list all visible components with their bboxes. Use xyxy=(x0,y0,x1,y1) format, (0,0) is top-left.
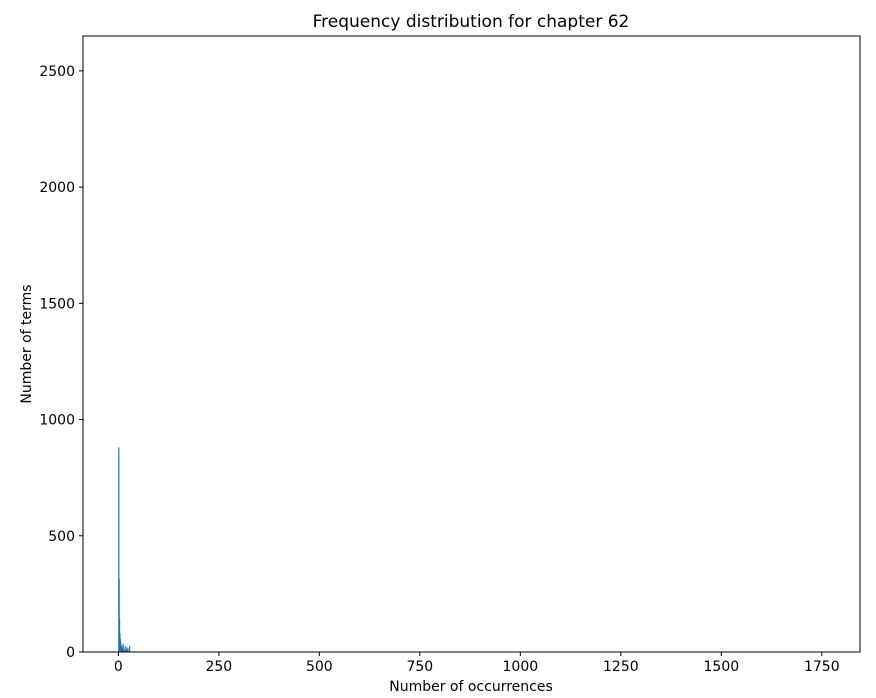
plot-frame xyxy=(82,35,861,653)
bar xyxy=(118,578,120,652)
bar xyxy=(127,648,129,652)
x-tick-label: 500 xyxy=(306,659,333,675)
x-tick-label: 0 xyxy=(114,659,123,675)
x-tick-label: 1000 xyxy=(503,659,539,675)
bar xyxy=(118,447,120,652)
x-tick-label: 750 xyxy=(406,659,433,675)
bars-group xyxy=(118,447,160,652)
y-tick-label: 1000 xyxy=(39,413,75,429)
y-tick-label: 0 xyxy=(66,645,75,661)
y-ticks: 0 500 1000 1500 2000 2500 xyxy=(39,64,83,661)
y-axis-label: Number of terms xyxy=(19,284,35,403)
bar xyxy=(129,646,131,652)
x-tick-label: 1250 xyxy=(603,659,639,675)
chart-title: Frequency distribution for chapter 62 xyxy=(313,12,630,32)
y-tick-label: 2500 xyxy=(39,64,75,80)
y-tick-label: 500 xyxy=(48,529,75,545)
y-tick-label: 1500 xyxy=(39,296,75,312)
x-tick-label: 1500 xyxy=(704,659,740,675)
x-ticks: 0 250 500 750 1000 1250 1500 1750 xyxy=(114,652,840,675)
x-axis-label: Number of occurrences xyxy=(389,679,553,695)
y-tick-label: 2000 xyxy=(39,180,75,196)
bar xyxy=(122,643,124,652)
bar xyxy=(126,647,128,652)
bar xyxy=(124,646,126,652)
x-tick-label: 1750 xyxy=(804,659,840,675)
x-tick-label: 250 xyxy=(205,659,232,675)
